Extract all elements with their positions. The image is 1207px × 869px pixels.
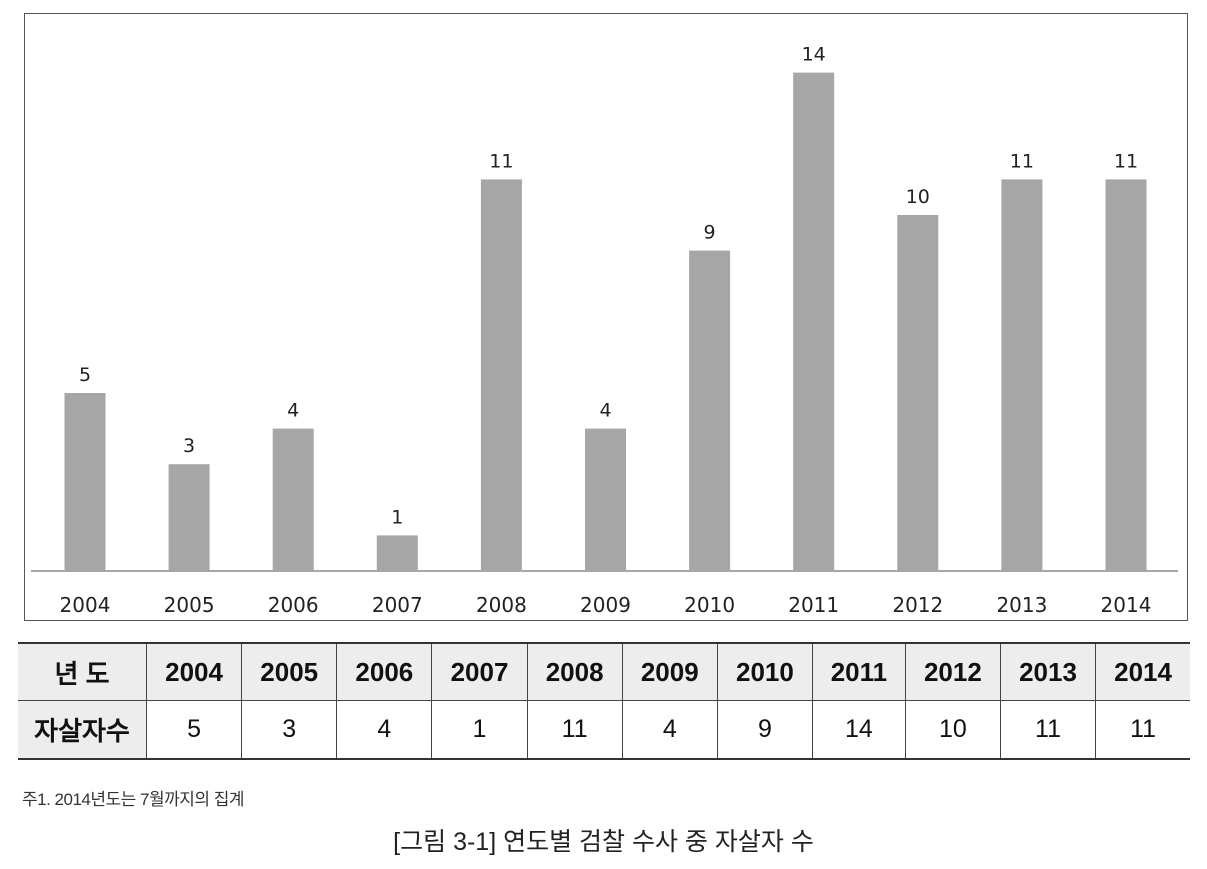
count-cell: 10 <box>904 700 1001 760</box>
data-label-2013: 11 <box>1010 150 1034 172</box>
x-tick-label-2014: 2014 <box>1101 593 1152 617</box>
x-tick-label-2012: 2012 <box>892 593 943 617</box>
x-tick-label-2009: 2009 <box>580 593 631 617</box>
bar-2004 <box>64 393 106 571</box>
chart-frame: 5 2004 3 2005 4 2006 1 2007 11 2008 4 2009 9 2010 14 20… <box>24 13 1188 621</box>
year-cell: 2008 <box>526 642 623 701</box>
figure-caption: [그림 3-1] 연도별 검찰 수사 중 자살자 수 <box>393 828 814 856</box>
x-tick-label-2010: 2010 <box>684 593 735 617</box>
count-cell: 1 <box>431 700 528 760</box>
year-cell: 2004 <box>145 642 242 701</box>
year-cell: 2012 <box>904 642 1001 701</box>
table-row-years: 년 도 2004 2005 2006 2007 2008 2009 2010 2… <box>18 642 1190 701</box>
bar-2011 <box>793 72 835 571</box>
data-label-2006: 4 <box>287 400 299 422</box>
x-tick-label-2013: 2013 <box>996 593 1047 617</box>
bar-2014 <box>1105 179 1147 571</box>
count-cell: 11 <box>526 700 623 760</box>
data-label-2005: 3 <box>183 435 195 457</box>
bar-2010 <box>689 250 731 571</box>
x-tick-label-2008: 2008 <box>476 593 527 617</box>
data-label-2008: 11 <box>489 150 513 172</box>
year-cell: 2006 <box>336 642 432 701</box>
year-cell: 2009 <box>621 642 718 701</box>
bar-2009 <box>585 428 626 571</box>
data-label-2007: 1 <box>391 506 403 528</box>
x-tick-label-2004: 2004 <box>60 593 111 617</box>
year-cell: 2007 <box>431 642 528 701</box>
x-tick-label-2007: 2007 <box>372 593 423 617</box>
count-cell: 3 <box>241 700 337 760</box>
bar-2013 <box>1001 179 1043 571</box>
bar-2006 <box>272 428 314 571</box>
count-cell: 14 <box>811 700 906 760</box>
count-cell: 11 <box>999 700 1096 760</box>
footnote: 주1. 2014년도는 7월까지의 집계 <box>22 790 245 809</box>
data-label-2009: 4 <box>599 400 611 422</box>
bar-2007 <box>376 535 418 571</box>
bar-chart: 5 2004 3 2005 4 2006 1 2007 11 2008 4 2009 9 2010 14 20… <box>31 44 1178 617</box>
year-header-cell: 년 도 <box>18 642 147 701</box>
data-label-2010: 9 <box>704 222 716 244</box>
year-cell: 2014 <box>1095 642 1190 701</box>
x-tick-label-2011: 2011 <box>788 593 839 617</box>
data-label-2012: 10 <box>906 186 930 208</box>
x-tick-label-2005: 2005 <box>164 593 215 617</box>
data-label-2014: 11 <box>1114 150 1138 172</box>
count-cell: 4 <box>621 700 718 760</box>
count-header-cell: 자살자수 <box>18 700 147 760</box>
count-cell: 11 <box>1095 700 1190 760</box>
data-label-2004: 5 <box>79 364 91 386</box>
count-cell: 4 <box>336 700 432 760</box>
year-cell: 2010 <box>716 642 813 701</box>
year-cell: 2013 <box>999 642 1096 701</box>
x-tick-label-2006: 2006 <box>268 593 319 617</box>
data-label-2011: 14 <box>802 44 826 66</box>
year-cell: 2011 <box>811 642 906 701</box>
bar-2005 <box>168 464 210 571</box>
bar-2012 <box>897 215 939 571</box>
year-cell: 2005 <box>241 642 337 701</box>
table-row-counts: 자살자수 5 3 4 1 11 4 9 14 10 11 11 <box>18 700 1190 760</box>
bar-2008 <box>480 179 522 571</box>
data-table: 년 도 2004 2005 2006 2007 2008 2009 2010 2… <box>18 642 1190 760</box>
count-cell: 9 <box>716 700 813 760</box>
count-cell: 5 <box>145 700 242 760</box>
